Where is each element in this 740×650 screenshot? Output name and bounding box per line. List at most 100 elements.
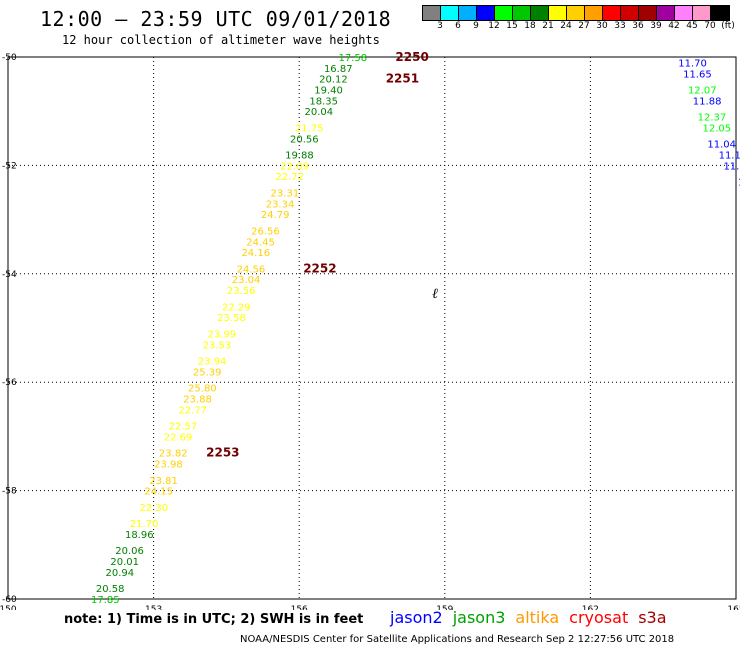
swh-value-jason3: 20.06: [115, 546, 144, 557]
swh-value-jason2: 12.05: [703, 123, 732, 134]
color-scale-label: 45: [686, 21, 698, 31]
lon-tick-label: 165: [727, 605, 740, 610]
swh-value-jason3: 19.40: [314, 86, 343, 97]
swh-value-jason3: 22.30: [140, 503, 169, 514]
color-scale-label: (ft): [721, 21, 735, 31]
legend-jason2: jason2: [390, 608, 443, 627]
swh-value-jason3: 23.88: [183, 394, 212, 405]
lon-tick-label: 156: [291, 605, 308, 610]
map-frame: [7, 56, 737, 600]
swh-value-jason3: 22.09: [280, 161, 309, 172]
swh-value-jason2: 11: [738, 178, 740, 189]
color-scale-label: 33: [614, 21, 626, 31]
lat-tick-label: -56: [2, 378, 17, 388]
color-scale-label: 30: [596, 21, 608, 31]
swh-value-jason3: 20.94: [106, 568, 135, 579]
lat-tick-label: -54: [2, 270, 17, 280]
swh-value-jason3: 26.56: [251, 226, 280, 237]
color-scale-label: 3: [437, 21, 443, 31]
swh-value-jason3: 20.01: [110, 557, 139, 568]
swh-value-jason3: 24.15: [144, 487, 173, 498]
color-swatch-12: [639, 6, 657, 20]
legend-cryosat: cryosat: [569, 608, 629, 627]
swh-value-jason3: 18.96: [125, 530, 154, 541]
lon-tick-label: 162: [582, 605, 599, 610]
track-time-label: 2252: [303, 261, 336, 275]
swh-value-jason3: 21.75: [295, 123, 324, 134]
color-swatch-9: [585, 6, 603, 20]
color-swatch-2: [459, 6, 477, 20]
track-time-label: 2250: [395, 50, 428, 64]
color-swatch-3: [477, 6, 495, 20]
swh-value-jason3: 23.58: [217, 313, 246, 324]
swh-value-jason2: 11.04: [707, 140, 736, 151]
swh-value-jason3: 23.99: [207, 329, 236, 340]
color-swatch-16: [711, 6, 729, 20]
swh-value-jason3: 22.57: [169, 422, 198, 433]
swh-value-jason3: 22.77: [178, 405, 207, 416]
color-scale-labels: 3 6 9 12 15 18 21 24 27 30 33 36 39 42 45 70 (ft): [422, 21, 740, 33]
color-scale-label: 15: [506, 21, 518, 31]
lon-tick-label: 150: [0, 605, 17, 610]
swh-value-jason3: 24.79: [261, 210, 290, 221]
color-scale-label: 12: [488, 21, 500, 31]
color-scale-label: 24: [560, 21, 572, 31]
legend-altika: altika: [515, 608, 560, 627]
lon-tick-label: 159: [436, 605, 453, 610]
color-swatch-5: [513, 6, 531, 20]
color-scale-bar: [422, 5, 730, 21]
swh-value-jason2: 11.1: [719, 151, 740, 162]
swh-value-jason3: 21.70: [130, 519, 159, 530]
color-scale-label: 39: [650, 21, 662, 31]
color-swatch-0: [423, 6, 441, 20]
swh-value-jason3: 19.88: [285, 151, 314, 162]
color-swatch-14: [675, 6, 693, 20]
swh-value-jason2: 11.88: [693, 96, 722, 107]
chart-title: 12:00 — 23:59 UTC 09/01/2018: [40, 7, 392, 31]
color-scale-label: 70: [704, 21, 716, 31]
swh-value-jason2: 12.37: [698, 113, 727, 124]
color-scale-label: 27: [578, 21, 590, 31]
track-time-label: 2253: [206, 446, 239, 460]
swh-value-jason3: 23.82: [159, 449, 188, 460]
swh-value-jason3: 16.87: [324, 64, 353, 75]
swh-value-jason2: 11.70: [678, 58, 707, 69]
swh-value-jason3: 25.39: [193, 367, 222, 378]
swh-value-jason3: 22.72: [275, 172, 304, 183]
color-swatch-10: [603, 6, 621, 20]
color-swatch-15: [693, 6, 711, 20]
swh-value-jason3: 18.35: [309, 96, 338, 107]
lat-tick-label: -60: [2, 595, 17, 605]
lat-tick-label: -58: [2, 487, 17, 497]
color-scale-label: 42: [668, 21, 680, 31]
swh-value-jason3: 24.45: [246, 237, 275, 248]
swh-value-jason3: 23.56: [227, 286, 256, 297]
color-scale-label: 21: [542, 21, 554, 31]
color-swatch-4: [495, 6, 513, 20]
swh-value-jason3: 24.56: [237, 264, 266, 275]
lon-tick-label: 153: [145, 605, 162, 610]
swh-value-jason3: 20.56: [290, 134, 319, 145]
swh-value-jason3: 23.04: [232, 275, 261, 286]
color-swatch-11: [621, 6, 639, 20]
lat-tick-label: -52: [2, 161, 17, 171]
color-scale-label: 9: [473, 21, 479, 31]
offscreen-value-label: 19: [739, 66, 740, 80]
swh-value-jason3: 24.16: [241, 248, 270, 259]
legend-s3a: s3a: [638, 608, 667, 627]
swh-value-jason3: 17.85: [91, 595, 120, 606]
swh-value-jason3: 20.12: [319, 75, 348, 86]
credit-line: NOAA/NESDIS Center for Satellite Applica…: [240, 634, 675, 645]
swh-value-jason3: 23.34: [266, 199, 295, 210]
swh-value-jason3: 22.29: [222, 302, 251, 313]
swh-value-jason3: 23.94: [198, 357, 227, 368]
chart-subtitle: 12 hour collection of altimeter wave hei…: [62, 33, 380, 47]
island-marker-icon: ℓ: [432, 286, 438, 302]
color-swatch-13: [657, 6, 675, 20]
map-plot: 150 153 156 159 162 165 -50 -52 -54 -56 -58 -60 17.5…: [0, 50, 740, 610]
swh-value-jason2: 11.65: [683, 69, 712, 80]
swh-value-jason3: 17.58: [339, 53, 368, 64]
color-swatch-1: [441, 6, 459, 20]
track-time-label: 2251: [386, 72, 419, 86]
swh-value-jason3: 25.80: [188, 384, 217, 395]
